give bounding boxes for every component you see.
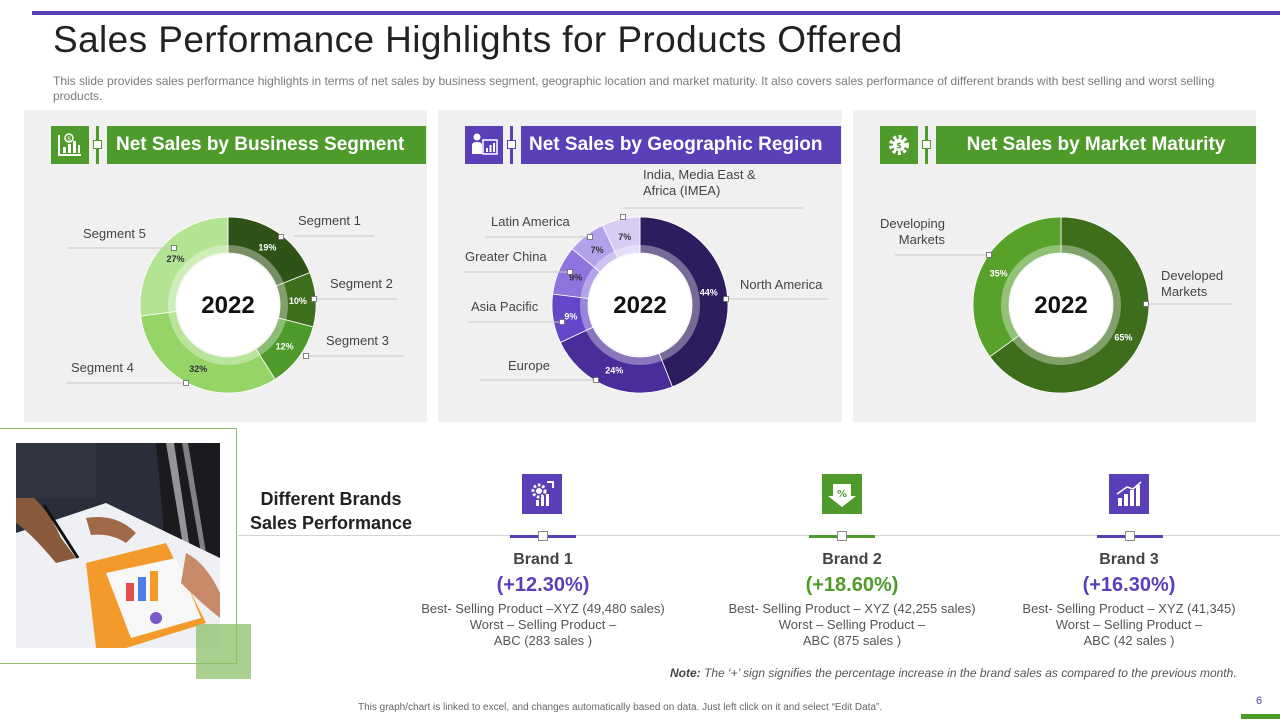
- page-number: 6: [1256, 695, 1263, 707]
- slice-value-label: 32%: [189, 364, 207, 374]
- category-label-segment-5: Segment 5: [83, 226, 146, 241]
- donut-slice-developed-markets: [989, 216, 1150, 394]
- donut-chart-business-segment: 19% 10% 12% 32% 27% 2022 Segment 1 Segment 2 Seg…: [67, 213, 404, 394]
- donut-slice-developing-markets: [972, 216, 1062, 358]
- slice-value-label: 65%: [1114, 332, 1132, 342]
- donut-slice-segment-5: [139, 216, 229, 317]
- category-label-india-media-east-africa-imea: India, Media East & Africa (IMEA): [643, 167, 756, 198]
- panel-market-maturity: $ Net Sales by Market Maturity 65% 35% 202…: [853, 110, 1256, 422]
- sales-chart-icon: $: [51, 126, 89, 164]
- category-label-latin-america: Latin America: [491, 214, 571, 229]
- donut-center-label: 2022: [1034, 292, 1087, 319]
- brand-connector: [1097, 531, 1163, 541]
- brand-percentage: (+18.60%): [805, 574, 899, 596]
- slice-value-label: 9%: [564, 311, 577, 321]
- slice-value-label: 44%: [700, 287, 718, 297]
- donut-center-label: 2022: [201, 292, 254, 319]
- footnote: Note: The ‘+’ sign signifies the percent…: [670, 666, 1237, 680]
- header-connector: [92, 126, 109, 164]
- panel-geographic-region: Net Sales by Geographic Region 44% 24% 9% 9…: [438, 110, 842, 422]
- category-label-segment-4: Segment 4: [71, 360, 134, 375]
- bar-growth-icon: [1109, 474, 1149, 514]
- category-label-segment-1: Segment 1: [298, 213, 361, 228]
- slice-value-label: 7%: [591, 245, 604, 255]
- page-subtitle: This slide provides sales performance hi…: [53, 74, 1215, 103]
- slice-value-label: 24%: [605, 366, 623, 376]
- brand-connector: [510, 531, 576, 541]
- category-label-segment-3: Segment 3: [326, 333, 389, 348]
- donut-chart-market-maturity: 65% 35% 2022 Developed Markets Developing Mark…: [880, 216, 1233, 394]
- brand-percentage: (+12.30%): [496, 574, 590, 596]
- slice-value-label: 9%: [569, 273, 582, 283]
- brand-name: Brand 1: [513, 551, 573, 568]
- header-connector: [506, 126, 523, 164]
- svg-text:%: %: [837, 489, 847, 500]
- panel-business-segment: $ Net Sales by Business Segment 19% 10% 12…: [24, 110, 427, 422]
- slice-value-label: 7%: [618, 232, 631, 242]
- brand-name: Brand 3: [1099, 551, 1159, 568]
- slice-value-label: 10%: [289, 296, 307, 306]
- donut-chart-geographic-region: 44% 24% 9% 9% 7% 7% 2022 North America Europe Asi…: [463, 167, 828, 394]
- category-label-asia-pacific: Asia Pacific: [471, 299, 539, 314]
- header-connector: [921, 126, 938, 164]
- top-accent-line: [32, 11, 1280, 15]
- svg-text:$: $: [896, 141, 902, 150]
- svg-text:$: $: [67, 136, 71, 143]
- brands-divider-line: [238, 535, 1280, 536]
- brand-description: Best- Selling Product – XYZ (41,345) Wor…: [1022, 601, 1236, 648]
- photo-accent-square: [196, 624, 251, 679]
- footer-disclaimer: This graph/chart is linked to excel, and…: [358, 702, 883, 713]
- donut-slice-india-media-east-africa-imea: [601, 216, 641, 259]
- donut-center-label: 2022: [613, 292, 666, 319]
- presenter-chart-icon: [465, 126, 503, 164]
- brands-section-title: Different Brands Sales Performance: [249, 489, 413, 533]
- donut-slice-north-america: [639, 216, 729, 388]
- brand-name: Brand 2: [822, 551, 882, 568]
- page-accent-bar: [1241, 714, 1280, 719]
- category-label-north-america: North America: [740, 277, 823, 292]
- percent-down-icon: %: [822, 474, 862, 514]
- brand-percentage: (+16.30%): [1082, 574, 1176, 596]
- page-title: Sales Performance Highlights for Product…: [53, 19, 903, 60]
- brand-connector: [809, 531, 875, 541]
- brand-description: Best- Selling Product – XYZ (42,255 sale…: [728, 601, 976, 648]
- slice-value-label: 12%: [276, 342, 294, 352]
- dollar-gear-icon: $: [880, 126, 918, 164]
- category-label-developed-markets: Developed Markets: [1161, 268, 1223, 299]
- donut-slice-segment-4: [140, 311, 276, 394]
- slice-value-label: 35%: [990, 269, 1008, 279]
- slice-value-label: 27%: [166, 254, 184, 264]
- slice-value-label: 19%: [258, 243, 276, 253]
- brand-description: Best- Selling Product –XYZ (49,480 sales…: [421, 601, 665, 648]
- panel-title: Net Sales by Market Maturity: [936, 126, 1256, 164]
- team-analysis-photo: [16, 443, 220, 648]
- category-label-europe: Europe: [508, 358, 550, 373]
- category-label-segment-2: Segment 2: [330, 276, 393, 291]
- panel-title: Net Sales by Business Segment: [107, 126, 426, 164]
- category-label-greater-china: Greater China: [465, 249, 547, 264]
- gear-up-icon: [522, 474, 562, 514]
- category-label-developing-markets: Developing Markets: [880, 216, 946, 247]
- panel-title: Net Sales by Geographic Region: [521, 126, 841, 164]
